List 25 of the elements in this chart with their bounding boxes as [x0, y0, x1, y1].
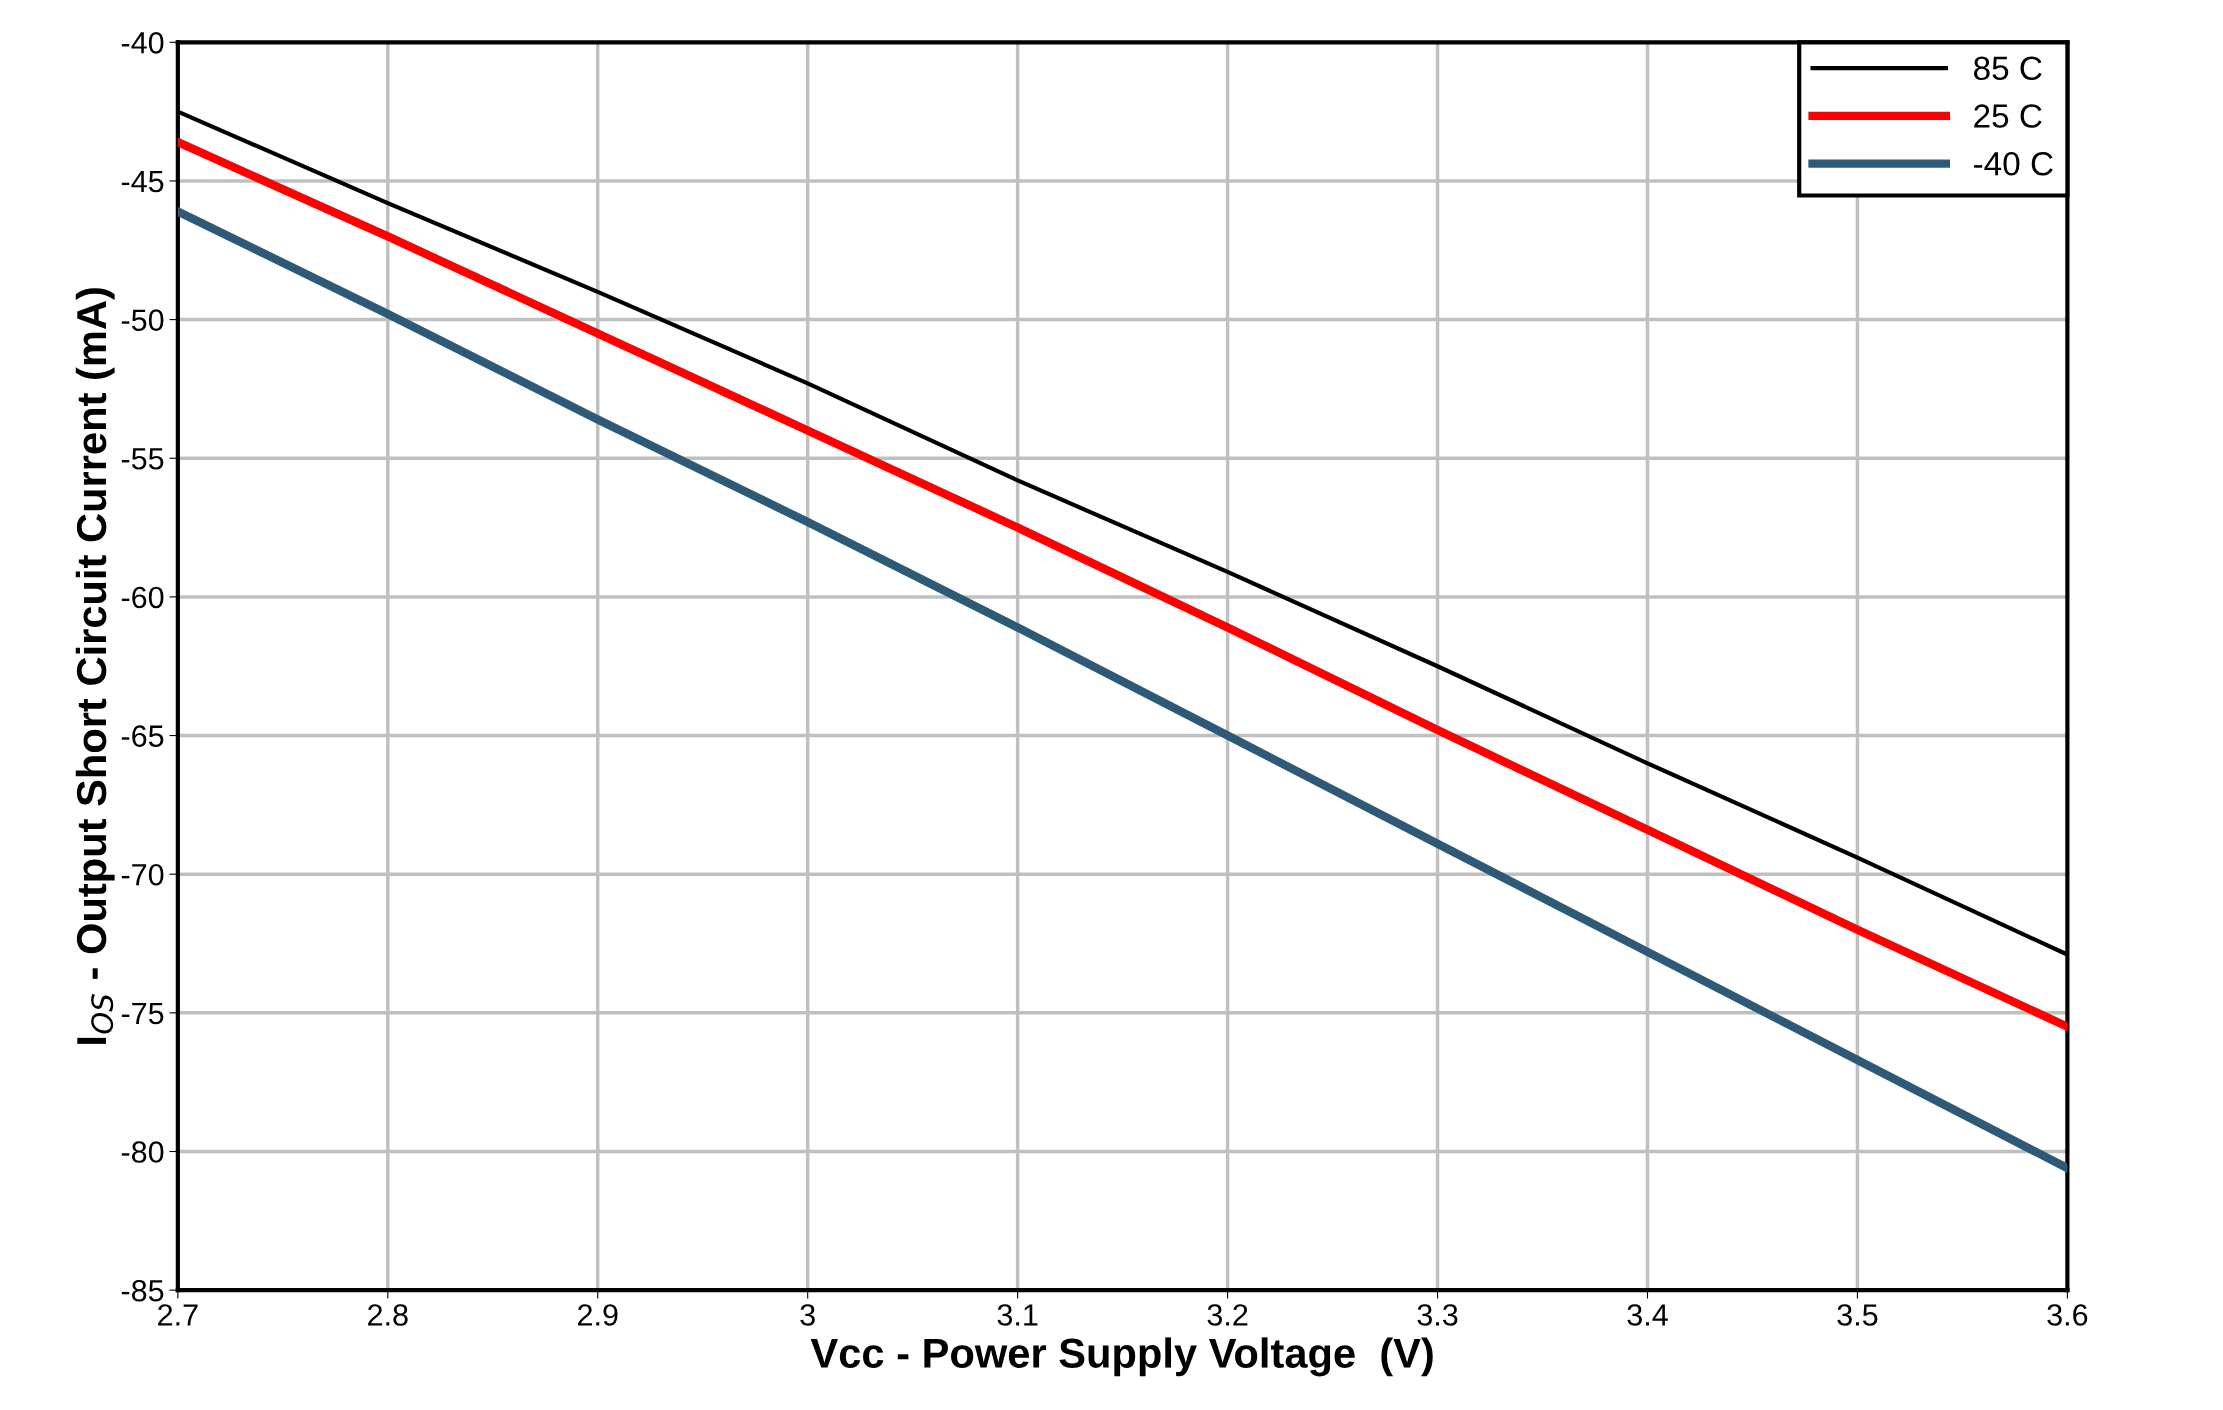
x-tick-label: 2.7 — [158, 1304, 198, 1326]
y-tick-label: -65 — [121, 725, 164, 747]
y-tick-label: -85 — [121, 1279, 164, 1302]
y-tick-label: -70 — [121, 863, 164, 886]
x-tick-label: 3.6 — [2047, 1304, 2088, 1326]
y-tick-label: -80 — [121, 1141, 164, 1163]
x-tick-label: 2.9 — [578, 1304, 618, 1326]
y-tick-label: -75 — [121, 1002, 164, 1025]
y-tick-label: -45 — [121, 171, 164, 193]
x-tick-label: 2.8 — [368, 1304, 408, 1326]
legend-label: 85 C — [1974, 56, 2042, 81]
x-tick-label: 3 — [800, 1304, 815, 1326]
x-tick-label: 3.3 — [1417, 1304, 1458, 1326]
y-tick-label: -40 — [121, 32, 164, 54]
x-tick-label: 3.2 — [1207, 1304, 1248, 1326]
x-axis-title: Vcc - Power Supply Voltage (V) — [810, 1337, 1433, 1377]
y-tick-label: -50 — [121, 309, 164, 331]
legend-label: -40 C — [1974, 151, 2053, 176]
y-tick-label: -55 — [121, 448, 164, 470]
x-tick-label: 3.1 — [997, 1304, 1038, 1326]
y-tick-label: -60 — [121, 586, 164, 609]
x-tick-label: 3.5 — [1837, 1304, 1878, 1326]
legend-label: 25 C — [1974, 104, 2042, 128]
y-axis-title: I$_{OS}$ - Output Short Circuit Current (mA) — [75, 288, 115, 1044]
x-tick-label: 3.4 — [1627, 1304, 1668, 1326]
